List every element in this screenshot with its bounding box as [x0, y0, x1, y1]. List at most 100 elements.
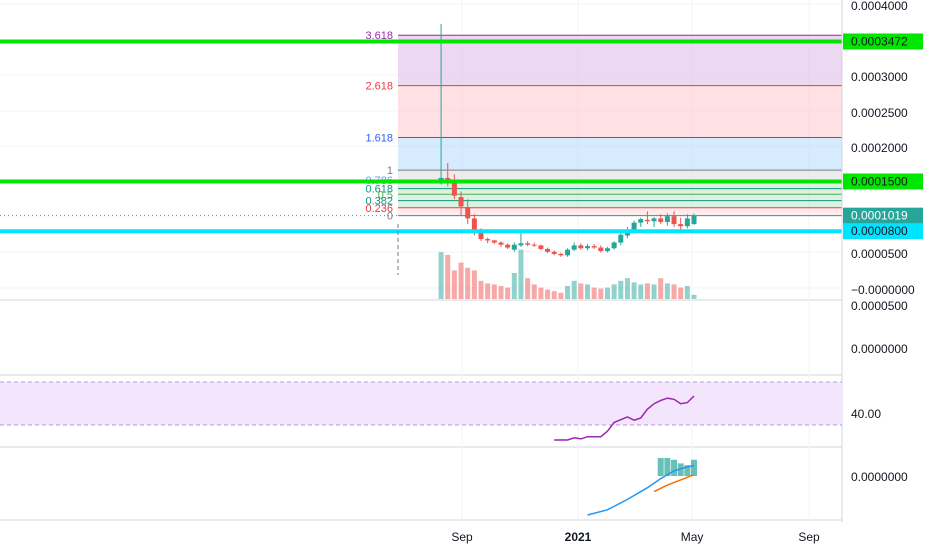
candle-body — [591, 246, 597, 248]
y-tick-label: 0.0004000 — [851, 0, 908, 13]
volume-bar — [611, 284, 617, 299]
candle-body — [478, 231, 484, 240]
candle-body — [518, 243, 524, 246]
x-axis[interactable]: Sep 2021 May Sep — [451, 530, 820, 544]
fib-zone — [398, 180, 842, 189]
volume-bar — [498, 286, 504, 299]
candle-body — [684, 218, 690, 227]
fib-zone — [398, 137, 842, 171]
volume-bar — [591, 287, 597, 299]
volume-bar — [465, 267, 471, 299]
candle-body — [618, 234, 624, 243]
price-tag-label: 0.0001019 — [851, 209, 908, 223]
volume-bar — [505, 287, 511, 299]
candle-body — [585, 246, 591, 249]
volume-bar — [525, 278, 531, 299]
fibonacci-zones — [398, 35, 842, 216]
fib-zone — [398, 207, 842, 216]
rsi-line — [554, 395, 695, 441]
candle-body — [451, 182, 457, 196]
price-tag — [843, 33, 923, 50]
candle-body — [505, 244, 511, 248]
x-tick-label: Sep — [451, 530, 473, 544]
volume-bar — [671, 284, 677, 299]
volume-bar — [598, 288, 604, 299]
candle-body — [558, 253, 564, 256]
horizontal-levels[interactable] — [0, 39, 842, 234]
macd-histogram-bar — [664, 458, 671, 476]
y-tick-label: 40.00 — [851, 407, 881, 421]
price-tag — [843, 223, 923, 240]
volume-bar — [565, 286, 571, 299]
candle-body — [691, 215, 697, 225]
y-tick-label: 0.0000500 — [851, 247, 908, 261]
volume-bar — [691, 294, 697, 299]
candle-body — [638, 219, 644, 223]
price-tag — [843, 207, 923, 224]
volume-bar — [445, 254, 451, 299]
fib-level-label: 1.618 — [365, 132, 393, 144]
price-tag-label: 0.0000800 — [851, 224, 908, 238]
candle-body — [651, 218, 657, 222]
volume-bar — [631, 282, 637, 299]
candles[interactable] — [438, 23, 697, 257]
macd-panel[interactable] — [587, 458, 697, 516]
price-tag-label: 0.0001500 — [851, 175, 908, 189]
fib-level-label: 2.618 — [365, 81, 393, 93]
volume-bar — [551, 291, 557, 299]
volume-bar — [545, 289, 551, 299]
fib-level-label: 0.5 — [378, 189, 393, 201]
volume-bar — [658, 278, 664, 299]
candle-body — [465, 207, 471, 219]
volume-bar — [511, 273, 517, 299]
candle-body — [664, 216, 670, 222]
fib-level-label: 0.382 — [365, 196, 393, 208]
macd-line — [587, 464, 695, 516]
y-tick-label: 0.0003000 — [851, 70, 908, 84]
fib-zone — [398, 85, 842, 138]
volume-bar — [664, 283, 670, 299]
volume-bar — [531, 284, 537, 299]
fib-zone — [398, 200, 842, 208]
candle-body — [658, 218, 664, 222]
volume-bar — [438, 252, 444, 299]
volume-bar — [638, 284, 644, 299]
candle-body — [531, 244, 537, 246]
fib-zone — [398, 194, 842, 201]
y-tick-label: 0.0002000 — [851, 141, 908, 155]
x-tick-label: Sep — [798, 530, 820, 544]
macd-signal-line — [653, 474, 695, 493]
volume-bar — [578, 283, 584, 299]
macd-histogram-bar — [671, 459, 678, 476]
fib-level-label: 0.618 — [365, 184, 393, 196]
y-tick-label: 0.0002500 — [851, 106, 908, 120]
candle-body — [498, 242, 504, 245]
volume-bar — [471, 270, 477, 299]
volume-bar — [571, 280, 577, 299]
candle-body — [644, 219, 650, 222]
fib-zone — [398, 35, 842, 86]
fib-level-label: 1 — [387, 165, 393, 177]
volume-bar — [451, 270, 457, 299]
candle-body — [678, 224, 684, 227]
candle-body — [671, 216, 677, 225]
macd-histogram-bar — [657, 458, 664, 476]
fib-level-label: 0 — [387, 211, 393, 223]
candle-body — [538, 245, 544, 249]
right-axis[interactable] — [842, 0, 932, 522]
candle-body — [578, 245, 584, 249]
candle-body — [551, 251, 557, 254]
price-tag — [843, 173, 923, 190]
volume-bar — [684, 286, 690, 299]
volume-bar — [644, 283, 650, 299]
rsi-band — [0, 382, 842, 425]
candle-body — [458, 197, 464, 207]
fib-level-label: 3.618 — [365, 30, 393, 42]
volume-bar — [491, 284, 497, 299]
candle-body — [571, 245, 577, 250]
rsi-panel[interactable] — [0, 381, 842, 441]
